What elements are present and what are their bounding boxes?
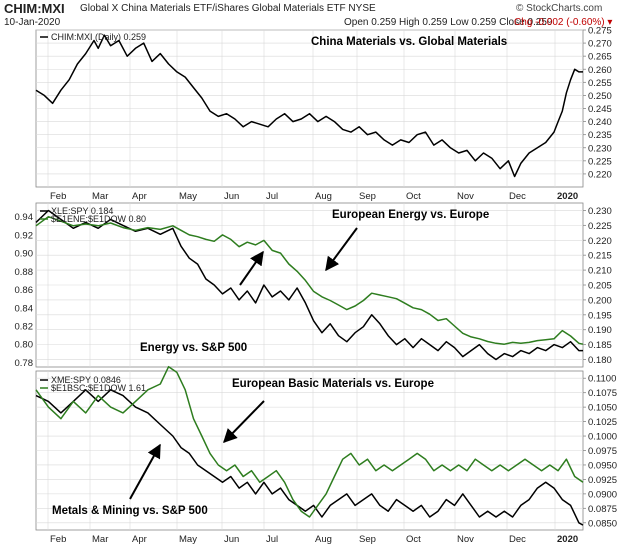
left-tick-label: 0.90 <box>15 249 34 260</box>
x-axis-label: Mar <box>92 534 108 545</box>
right-tick-label: 0.190 <box>588 325 612 336</box>
legend-entry: $E1BSC:$E1DOW 1.61 <box>51 383 146 393</box>
symbol-label: CHIM:MXI <box>4 1 65 16</box>
left-tick-label: 0.78 <box>15 358 34 369</box>
x-axis-label: Sep <box>359 191 376 202</box>
x-axis-label: Jul <box>266 534 278 545</box>
series-line--e1bsc-e1dow <box>35 365 584 518</box>
left-tick-label: 0.80 <box>15 340 34 351</box>
series-line--e1ene-e1dow <box>35 215 584 345</box>
series-line-chim-mxi <box>35 34 583 178</box>
right-tick-label: 0.245 <box>588 104 612 115</box>
right-tick-label: 0.250 <box>588 91 612 102</box>
right-tick-label: 0.240 <box>588 117 612 128</box>
x-axis-label: 2020 <box>557 191 578 202</box>
panel-1: 0.275 0.270 0.265 0.260 0.255 0.250 0.245 0.240… <box>35 26 612 202</box>
right-tick-label: 0.220 <box>588 169 612 180</box>
right-tick-label: 0.195 <box>588 310 612 321</box>
x-axis-label: Dec <box>509 191 526 202</box>
x-axis-label: Nov <box>457 534 474 545</box>
annotation-arrow <box>325 227 358 272</box>
right-tick-label: 0.265 <box>588 52 612 63</box>
left-tick-label: 0.88 <box>15 267 34 278</box>
right-tick-label: 0.235 <box>588 130 612 141</box>
right-tick-label: 0.210 <box>588 266 612 277</box>
panel-2: 0.230 0.225 0.220 0.215 0.210 0.205 0.200 0.195… <box>15 202 612 369</box>
right-tick-label: 0.205 <box>588 281 612 292</box>
right-tick-label: 0.1025 <box>588 417 617 428</box>
right-tick-label: 0.1100 <box>588 374 616 385</box>
left-tick-label: 0.86 <box>15 285 34 296</box>
series-line-xle-spy <box>35 209 583 361</box>
x-axis-label: Aug <box>315 534 332 545</box>
ohlc-label: Open 0.259 High 0.259 Low 0.259 Close 0.… <box>344 17 553 28</box>
brand-label: © StockCharts.com <box>516 3 603 14</box>
series-line-xme-spy <box>35 389 584 526</box>
right-tick-label: 0.0950 <box>588 460 617 471</box>
right-tick-label: 0.0975 <box>588 446 617 457</box>
left-tick-label: 0.82 <box>15 322 34 333</box>
right-tick-label: 0.0900 <box>588 489 617 500</box>
panel-3: 0.1100 0.1075 0.1050 0.1025 0.1000 0.0975 0.09… <box>35 365 617 545</box>
right-tick-label: 0.185 <box>588 340 612 351</box>
panel-annotation: Energy vs. S&P 500 <box>140 342 247 354</box>
right-tick-label: 0.230 <box>588 206 612 217</box>
right-tick-label: 0.260 <box>588 65 612 76</box>
x-axis-label: Apr <box>132 534 147 545</box>
left-tick-label: 0.84 <box>15 303 34 314</box>
x-axis-label: Jun <box>224 191 239 202</box>
right-tick-label: 0.255 <box>588 78 612 89</box>
legend-entry: XME:SPY 0.0846 <box>51 375 121 385</box>
left-tick-label: 0.92 <box>15 230 34 241</box>
x-axis-label: Oct <box>406 534 421 545</box>
x-axis-label: Sep <box>359 534 376 545</box>
legend-entry: XLE:SPY 0.184 <box>51 206 113 216</box>
x-axis-label: Jun <box>224 534 239 545</box>
x-axis-label: Dec <box>509 534 526 545</box>
x-axis-label: Mar <box>92 191 108 202</box>
right-tick-label: 0.0875 <box>588 504 617 515</box>
panel-annotation: Metals & Mining vs. S&P 500 <box>52 505 208 517</box>
right-tick-label: 0.225 <box>588 156 612 167</box>
right-tick-label: 0.1050 <box>588 403 617 414</box>
left-tick-label: 0.94 <box>15 212 34 223</box>
x-axis-label: Aug <box>315 191 332 202</box>
legend-entry: CHIM:MXI (Daily) 0.259 <box>51 32 146 42</box>
right-tick-label: 0.0850 <box>588 518 617 529</box>
right-tick-label: 0.0925 <box>588 475 617 486</box>
x-axis-label: Nov <box>457 191 474 202</box>
date-label: 10-Jan-2020 <box>4 17 61 28</box>
x-axis-label: May <box>179 191 197 202</box>
x-axis-label: May <box>179 534 197 545</box>
x-axis-label: Feb <box>50 191 66 202</box>
panel-title: European Basic Materials vs. Europe <box>232 378 434 390</box>
description-label: Global X China Materials ETF/iShares Glo… <box>80 3 376 14</box>
right-tick-label: 0.225 <box>588 221 612 232</box>
annotation-arrow <box>129 443 161 500</box>
x-axis-label: Jul <box>266 191 278 202</box>
change-label: Chg -0.002 (-0.60%) ▾ <box>514 17 613 28</box>
x-axis-label: Feb <box>50 534 66 545</box>
right-tick-label: 0.230 <box>588 143 612 154</box>
right-tick-label: 0.275 <box>588 26 612 37</box>
x-axis-label: Oct <box>406 191 421 202</box>
right-tick-label: 0.215 <box>588 251 612 262</box>
right-tick-label: 0.1000 <box>588 432 617 443</box>
annotation-arrow <box>239 250 264 286</box>
right-tick-label: 0.180 <box>588 355 612 366</box>
x-axis-label: Apr <box>132 191 147 202</box>
right-tick-label: 0.1075 <box>588 388 617 399</box>
right-tick-label: 0.200 <box>588 295 612 306</box>
right-tick-label: 0.270 <box>588 39 612 50</box>
legend-entry: $E1ENE:$E1DOW 0.80 <box>51 214 146 224</box>
panel-title: China Materials vs. Global Materials <box>311 36 507 48</box>
annotation-arrow <box>223 400 265 444</box>
panel-title: European Energy vs. Europe <box>332 209 489 221</box>
x-axis-label: 2020 <box>557 534 578 545</box>
right-tick-label: 0.220 <box>588 236 612 247</box>
